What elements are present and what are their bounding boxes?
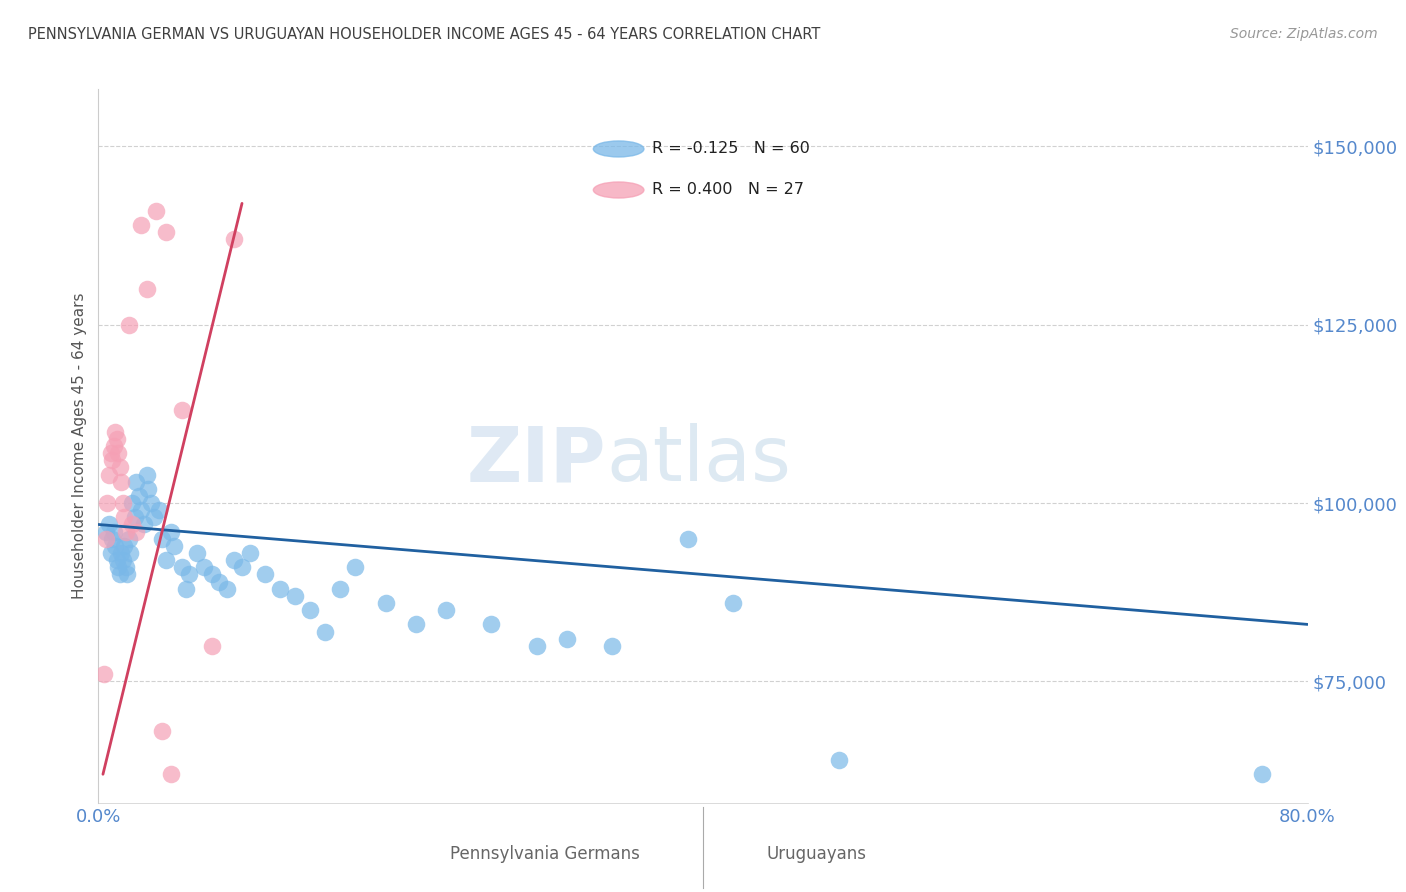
Point <box>93 667 115 681</box>
Point <box>128 489 150 503</box>
Point <box>107 560 129 574</box>
Point <box>121 496 143 510</box>
Point <box>100 446 122 460</box>
Point <box>129 503 152 517</box>
Point <box>118 318 141 332</box>
Point <box>602 639 624 653</box>
Point <box>163 539 186 553</box>
Point <box>145 203 167 218</box>
Point <box>135 467 157 482</box>
Point <box>94 524 117 539</box>
Point <box>269 582 291 596</box>
Point <box>723 596 745 610</box>
Point <box>405 617 427 632</box>
Circle shape <box>593 182 644 198</box>
Point <box>111 553 134 567</box>
Point <box>284 589 307 603</box>
Point <box>104 425 127 439</box>
Point <box>179 567 201 582</box>
Point <box>110 475 132 489</box>
Point <box>132 517 155 532</box>
Point <box>111 496 134 510</box>
Text: Pennsylvania Germans: Pennsylvania Germans <box>450 845 640 863</box>
Point <box>108 567 131 582</box>
Point <box>110 546 132 560</box>
Circle shape <box>593 141 644 157</box>
Point <box>555 632 578 646</box>
Point <box>104 539 127 553</box>
Point <box>135 282 157 296</box>
Point <box>98 517 121 532</box>
Point <box>160 524 183 539</box>
Point <box>1251 767 1274 781</box>
Text: R = -0.125   N = 60: R = -0.125 N = 60 <box>652 142 810 156</box>
Point <box>103 524 125 539</box>
Point <box>329 582 352 596</box>
Point <box>136 482 159 496</box>
Text: Source: ZipAtlas.com: Source: ZipAtlas.com <box>1230 27 1378 41</box>
Point <box>481 617 503 632</box>
Point <box>155 225 177 239</box>
Point <box>150 724 173 739</box>
Point <box>108 460 131 475</box>
Point <box>143 510 166 524</box>
Point <box>526 639 548 653</box>
Point <box>170 560 193 574</box>
Point <box>96 496 118 510</box>
Point <box>170 403 193 417</box>
Point <box>125 524 148 539</box>
Point <box>101 532 124 546</box>
Point <box>101 453 124 467</box>
Text: ZIP: ZIP <box>467 424 606 497</box>
Point <box>105 553 128 567</box>
Point <box>344 560 367 574</box>
Point <box>186 546 208 560</box>
Y-axis label: Householder Income Ages 45 - 64 years: Householder Income Ages 45 - 64 years <box>72 293 87 599</box>
Point <box>299 603 322 617</box>
Point <box>676 532 699 546</box>
Point <box>374 596 396 610</box>
Point <box>107 446 129 460</box>
Point <box>120 546 142 560</box>
Point <box>114 524 136 539</box>
Point <box>124 510 146 524</box>
Point <box>112 510 135 524</box>
Point <box>201 639 224 653</box>
Point <box>125 475 148 489</box>
Text: PENNSYLVANIA GERMAN VS URUGUAYAN HOUSEHOLDER INCOME AGES 45 - 64 YEARS CORRELATI: PENNSYLVANIA GERMAN VS URUGUAYAN HOUSEHO… <box>28 27 821 42</box>
Point <box>114 560 136 574</box>
Point <box>115 567 138 582</box>
Point <box>174 582 197 596</box>
Point <box>150 532 173 546</box>
Point <box>105 432 128 446</box>
Point <box>434 603 457 617</box>
Point <box>828 753 851 767</box>
Point <box>231 560 253 574</box>
Point <box>100 546 122 560</box>
Point <box>148 503 170 517</box>
Point <box>239 546 262 560</box>
Point <box>98 467 121 482</box>
Point <box>94 532 117 546</box>
Point <box>160 767 183 781</box>
Text: Uruguayans: Uruguayans <box>766 845 866 863</box>
Point <box>112 539 135 553</box>
Point <box>129 218 152 232</box>
Point <box>215 582 238 596</box>
Point <box>208 574 231 589</box>
Point <box>155 553 177 567</box>
Point <box>141 496 163 510</box>
Point <box>201 567 224 582</box>
Point <box>224 553 246 567</box>
Point <box>224 232 246 246</box>
Point <box>103 439 125 453</box>
Point <box>253 567 276 582</box>
Point <box>118 532 141 546</box>
Point <box>193 560 215 574</box>
Text: atlas: atlas <box>606 424 792 497</box>
Text: R = 0.400   N = 27: R = 0.400 N = 27 <box>652 183 804 197</box>
Point <box>314 624 336 639</box>
Point <box>121 517 143 532</box>
